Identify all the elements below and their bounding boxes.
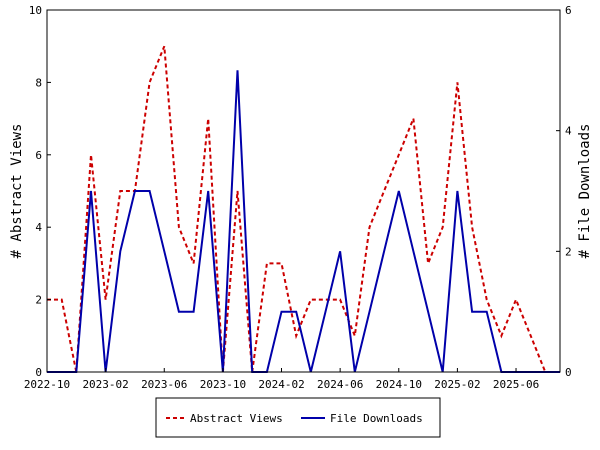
plot-frame — [46, 9, 561, 373]
legend-box — [155, 397, 441, 438]
x-tick-label: 2023-10 — [200, 378, 246, 391]
y-right-tick-label: 4 — [565, 125, 572, 138]
left-axis-ticks: 0 2 4 6 8 10 — [29, 4, 51, 379]
y-axis-right-title: # File Downloads — [577, 124, 593, 259]
y-left-tick-label: 0 — [35, 366, 42, 379]
x-tick-label: 2022-10 — [24, 378, 70, 391]
x-tick-label: 2025-02 — [434, 378, 480, 391]
y-left-tick-label: 4 — [35, 221, 42, 234]
y-left-tick-label: 8 — [35, 76, 42, 89]
y-left-tick-label: 10 — [29, 4, 42, 17]
y-right-tick-label: 0 — [565, 366, 572, 379]
legend-label-abstract-views: Abstract Views — [190, 412, 283, 425]
series-line-abstract-views — [47, 45, 560, 373]
series-group — [47, 45, 560, 373]
x-tick-label: 2025-06 — [493, 378, 539, 391]
y-right-tick-label: 6 — [565, 4, 572, 17]
x-tick-label: 2023-02 — [82, 378, 128, 391]
y-left-tick-label: 6 — [35, 149, 42, 162]
x-tick-label: 2024-06 — [317, 378, 363, 391]
x-tick-label: 2024-10 — [376, 378, 422, 391]
legend: Abstract Views File Downloads — [155, 397, 441, 438]
x-tick-label: 2024-02 — [258, 378, 304, 391]
x-tick-label: 2023-06 — [141, 378, 187, 391]
legend-label-file-downloads: File Downloads — [330, 412, 423, 425]
x-axis-ticks: 2022-10 2023-02 2023-06 2023-10 2024-02 2024-… — [24, 368, 539, 391]
y-axis-left-title: # Abstract Views — [9, 124, 25, 259]
y-left-tick-label: 2 — [35, 294, 42, 307]
y-right-tick-label: 2 — [565, 245, 572, 258]
series-line-file-downloads — [47, 70, 560, 373]
right-axis-ticks: 0 2 4 6 — [556, 4, 572, 379]
